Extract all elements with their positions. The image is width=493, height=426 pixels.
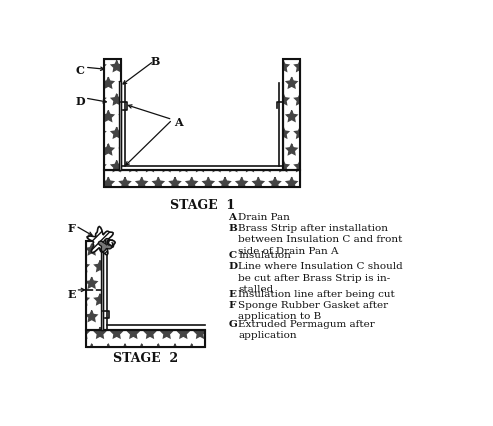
Polygon shape	[99, 239, 111, 252]
Text: E: E	[228, 289, 236, 298]
Text: B: B	[228, 223, 237, 232]
Text: E: E	[68, 289, 76, 299]
Text: C: C	[228, 251, 236, 260]
Bar	[104, 171, 300, 188]
Polygon shape	[87, 227, 115, 255]
Text: A: A	[174, 116, 182, 127]
Bar	[104, 60, 121, 171]
Text: STAGE  1: STAGE 1	[170, 199, 235, 212]
Text: Insulation line after being cut: Insulation line after being cut	[238, 289, 395, 298]
Bar	[101, 252, 104, 330]
Text: B: B	[151, 56, 160, 67]
Text: A: A	[228, 213, 236, 222]
Bar	[104, 171, 300, 188]
Text: G: G	[106, 239, 114, 248]
Text: F: F	[68, 222, 76, 233]
Text: Sponge Rubber Gasket after
application to B: Sponge Rubber Gasket after application t…	[238, 300, 388, 320]
Bar	[119, 82, 121, 171]
Bar	[86, 330, 205, 347]
Bar	[104, 60, 121, 171]
Text: F: F	[228, 300, 236, 309]
Text: D: D	[75, 96, 85, 106]
Text: Brass Strip after installation
between Insulation C and front
side of Drain Pan : Brass Strip after installation between I…	[238, 223, 403, 255]
Text: Drain Pan: Drain Pan	[238, 213, 290, 222]
Text: Extruded Permagum after
application: Extruded Permagum after application	[238, 319, 375, 340]
Text: STAGE  2: STAGE 2	[113, 351, 178, 364]
Bar	[283, 60, 300, 171]
Text: Line where Insulation C should
be cut after Brass Strip is in-
stalled: Line where Insulation C should be cut af…	[238, 262, 403, 294]
Bar	[283, 60, 300, 171]
Bar	[86, 242, 104, 330]
Bar	[86, 242, 104, 330]
Text: C: C	[75, 65, 84, 76]
Bar	[86, 330, 205, 347]
Text: D: D	[228, 262, 237, 271]
Text: G: G	[228, 319, 237, 328]
Text: Insulation: Insulation	[238, 251, 291, 260]
